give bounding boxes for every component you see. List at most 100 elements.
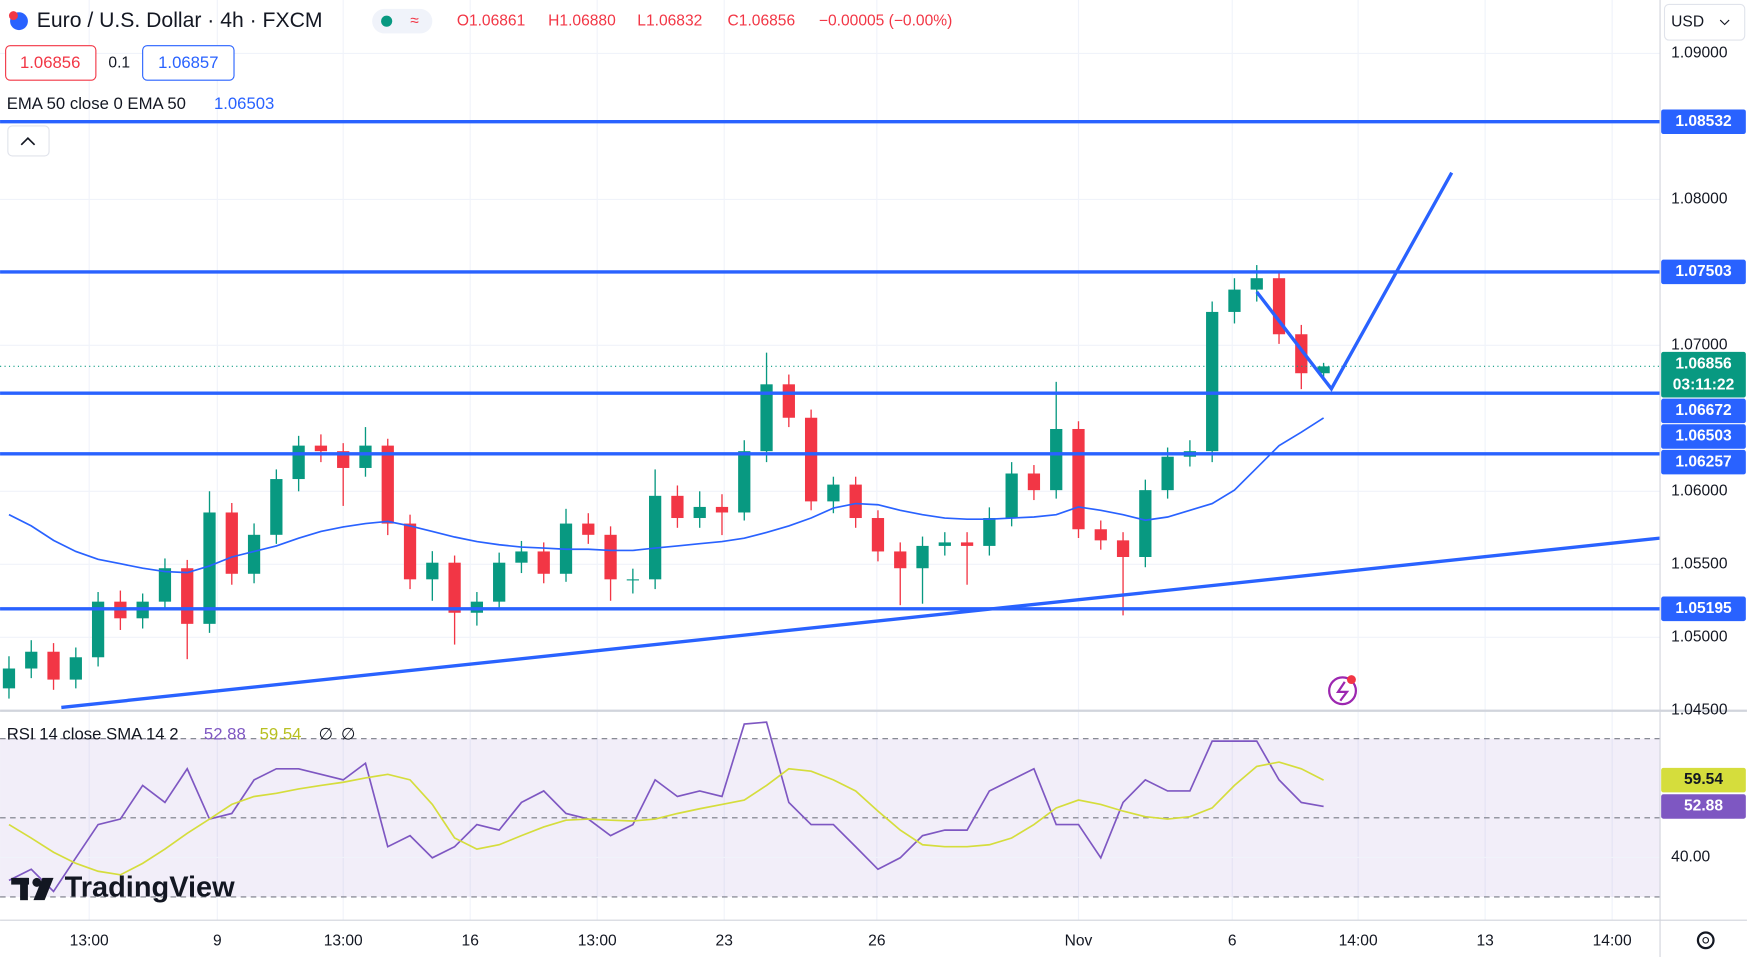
candle-body [91, 601, 105, 658]
rsi-empty: ∅ [341, 725, 356, 744]
price-axis-label-text: 59.54 [1684, 771, 1723, 788]
candle-body [916, 545, 929, 569]
candle-body [738, 451, 751, 513]
candle-body [1206, 311, 1219, 452]
x-tick-label: 26 [868, 933, 885, 950]
candle-body [158, 568, 172, 602]
candle-body [1272, 278, 1286, 335]
price-axis-label-text: 1.07503 [1675, 263, 1732, 280]
trend-line [61, 536, 1661, 710]
x-tick-label: Nov [1065, 933, 1093, 950]
logo: TradingView [11, 872, 235, 904]
price-axis-label-text: 1.06503 [1675, 428, 1732, 445]
plot-layer [0, 120, 1661, 893]
y-tick-label: 1.07000 [1671, 336, 1728, 353]
candle-body [247, 534, 261, 574]
candle-body [25, 651, 38, 669]
price-axis-label-text: 1.08532 [1675, 113, 1732, 130]
candle-body [47, 651, 60, 680]
candle-body [426, 562, 439, 580]
price-axis-label-text: 52.88 [1684, 798, 1723, 815]
candle-body [582, 523, 595, 535]
axis-layer: 13:00 9 13:00 16 13:00 23 26 Nov 6 14:00 13 14:00 1.… [70, 45, 1746, 950]
candle-body [515, 551, 528, 563]
alert-icon-bolt [1335, 681, 1350, 702]
candle-body [760, 384, 773, 452]
collapse-button[interactable] [7, 125, 50, 157]
price-axis-label-text: 1.06257 [1675, 453, 1731, 470]
ohlc-close: C1.06856 [728, 12, 796, 29]
spread: 0.1 [108, 55, 130, 72]
currency-select[interactable] [1663, 3, 1746, 41]
price-axis-label-text: 03:11:22 [1673, 376, 1735, 393]
alert-dot [1346, 675, 1356, 685]
rsi-legend: RSI 14 close SMA 14 2 [7, 725, 179, 744]
ohlc-change: −0.00005 (−0.00%) [819, 12, 952, 29]
symbol-title: Euro / U.S. Dollar · 4h · FXCM [37, 9, 323, 32]
candle-body [804, 417, 818, 502]
ohlc-legend: O1.06861 H1.06880 L1.06832 C1.06856 −0.0… [457, 12, 952, 29]
candle-body [1027, 473, 1041, 491]
x-tick-label: 13:00 [578, 933, 617, 950]
rsi-sma-legend-value: 59.54 [260, 725, 302, 744]
rsi-line [8, 721, 1324, 893]
x-tick-label: 13:00 [70, 933, 109, 950]
bid-price: 1.06856 [20, 53, 80, 72]
x-tick-label: 9 [213, 933, 222, 950]
candle-body [1094, 529, 1107, 541]
settings-icon[interactable] [1696, 931, 1715, 950]
ohlc-high: H1.06880 [548, 12, 616, 29]
logo-mark [33, 877, 54, 901]
candle-body [292, 445, 305, 480]
candle-body [1139, 490, 1152, 557]
y-tick-label: 1.06000 [1671, 482, 1728, 499]
candle-body [871, 518, 885, 552]
delay-icon: ≈ [410, 12, 419, 29]
candle-body [693, 506, 706, 519]
price-axis-label-text: 1.06856 [1675, 355, 1732, 372]
x-tick-label: 6 [1228, 933, 1237, 950]
candle-body [1116, 540, 1130, 557]
candle-body [649, 495, 662, 580]
ema-legend-value: 1.06503 [214, 94, 274, 113]
candle-body [849, 484, 862, 519]
logo-mark [20, 877, 28, 901]
price-axis-label [1661, 351, 1746, 398]
buy-button[interactable] [142, 45, 235, 81]
rsi-line [8, 761, 1324, 876]
alert-icon[interactable] [1328, 676, 1358, 706]
x-tick-label: 23 [716, 933, 733, 950]
candle-body [983, 518, 996, 546]
x-tick-label: 13 [1476, 933, 1493, 950]
candle-body [782, 384, 795, 418]
candle-body [1317, 366, 1330, 374]
rsi-empty: ∅ [319, 725, 334, 744]
rsi-band [0, 738, 1661, 897]
collapse-icon [20, 136, 36, 146]
candle-body [1072, 428, 1085, 530]
candle-body [1050, 428, 1063, 491]
candle-body [2, 668, 16, 689]
status-pill[interactable] [372, 8, 433, 34]
ema-legend: EMA 50 close 0 EMA 50 [7, 94, 186, 113]
candle-body [626, 579, 639, 581]
rsi-legend-value: 52.88 [204, 725, 246, 744]
currency: USD [1671, 13, 1704, 30]
grid-layer [0, 0, 1661, 921]
candle-body [960, 542, 974, 546]
x-tick-label: 14:00 [1339, 933, 1378, 950]
pattern-line [1255, 171, 1454, 392]
candle-body [1228, 289, 1241, 312]
price-axis-label-text: 1.05195 [1675, 600, 1732, 617]
candle-body [359, 445, 372, 468]
ask-price: 1.06857 [158, 53, 218, 72]
candle-body [1250, 278, 1263, 290]
price-axis-label [1661, 449, 1746, 475]
y-tick-label: 1.08000 [1671, 191, 1728, 208]
settings-icon [1702, 936, 1710, 944]
candle-body [894, 551, 907, 569]
candle-body [827, 484, 840, 502]
sell-button[interactable] [5, 45, 97, 81]
